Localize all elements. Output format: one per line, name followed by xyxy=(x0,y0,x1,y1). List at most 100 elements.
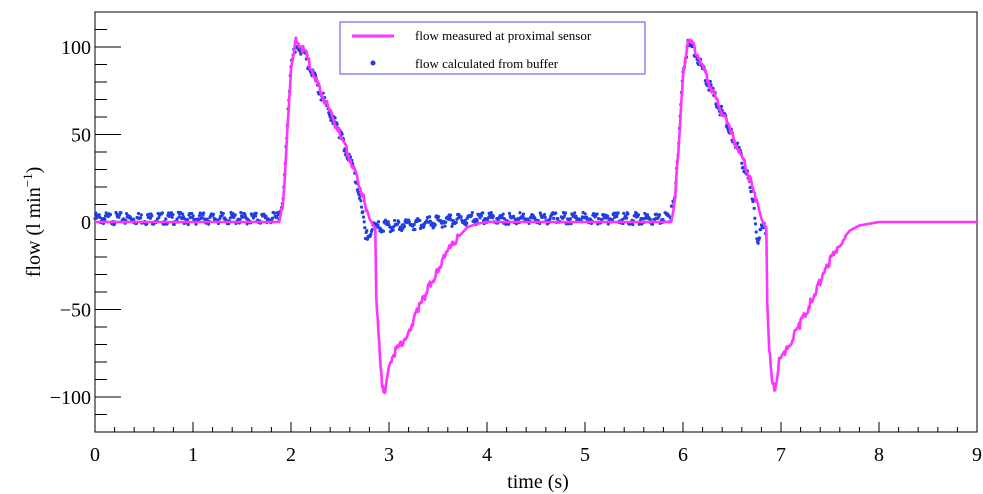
series-proximal-sensor xyxy=(94,36,978,395)
buffer-point xyxy=(131,217,136,221)
y-axis-label-close: ) xyxy=(23,167,45,174)
buffer-point xyxy=(454,221,458,225)
buffer-point xyxy=(491,214,495,218)
buffer-point xyxy=(164,217,168,221)
legend-label-measured: flow measured at proximal sensor xyxy=(415,28,592,43)
buffer-point xyxy=(556,217,560,221)
buffer-point xyxy=(573,211,577,215)
buffer-point xyxy=(181,212,185,216)
buffer-point xyxy=(186,222,190,227)
buffer-point xyxy=(369,232,373,236)
buffer-point xyxy=(759,227,763,232)
buffer-point xyxy=(253,214,258,218)
y-axis-label-main: flow (l min xyxy=(23,187,45,277)
buffer-point xyxy=(97,213,101,217)
buffer-point xyxy=(402,224,406,229)
buffer-point xyxy=(444,220,448,224)
buffer-point xyxy=(522,216,526,220)
buffer-point xyxy=(631,222,635,227)
buffer-point xyxy=(202,217,206,221)
buffer-point xyxy=(175,217,179,221)
buffer-point xyxy=(397,220,401,224)
buffer-point xyxy=(221,211,225,216)
buffer-point xyxy=(276,213,280,217)
buffer-point xyxy=(413,227,417,232)
legend: flow measured at proximal sensor flow ca… xyxy=(339,21,646,75)
buffer-point xyxy=(542,212,547,217)
buffer-point xyxy=(596,217,601,221)
y-tick-label: 0 xyxy=(81,212,91,234)
buffer-point xyxy=(239,210,243,215)
x-tick-label: 7 xyxy=(776,444,786,466)
buffer-point xyxy=(197,213,202,218)
buffer-point xyxy=(736,141,740,145)
buffer-point xyxy=(501,212,505,216)
x-tick-label: 1 xyxy=(188,444,198,466)
buffer-point xyxy=(251,216,256,220)
buffer-point xyxy=(370,227,374,232)
buffer-point xyxy=(475,219,479,223)
y-tick-label: −50 xyxy=(60,300,91,322)
buffer-point xyxy=(185,218,190,222)
buffer-point xyxy=(636,213,641,217)
buffer-point xyxy=(518,211,522,215)
buffer-point xyxy=(481,211,485,215)
buffer-point xyxy=(521,212,526,216)
buffer-point xyxy=(254,211,258,215)
buffer-point xyxy=(357,196,362,200)
buffer-point xyxy=(457,212,461,217)
buffer-point xyxy=(512,214,516,218)
buffer-point xyxy=(459,215,463,219)
buffer-point xyxy=(583,212,587,216)
buffer-point xyxy=(543,215,547,220)
x-tick-label: 2 xyxy=(286,444,296,466)
buffer-point xyxy=(361,210,365,214)
buffer-point xyxy=(624,214,628,218)
x-tick-label: 8 xyxy=(874,444,884,466)
buffer-point xyxy=(148,216,152,220)
buffer-point xyxy=(386,220,390,224)
buffer-point xyxy=(170,215,174,219)
buffer-point xyxy=(548,217,552,221)
buffer-point xyxy=(507,211,512,215)
buffer-point xyxy=(425,218,429,223)
buffer-point xyxy=(270,216,274,220)
buffer-point xyxy=(615,215,619,219)
buffer-point xyxy=(657,213,662,217)
buffer-point xyxy=(470,213,474,217)
buffer-point xyxy=(393,218,397,223)
buffer-point xyxy=(108,212,113,217)
buffer-point xyxy=(516,217,521,222)
axis-ticks: 0 1 2 3 4 5 6 7 8 9 100 50 0 −50 −100 xyxy=(50,11,982,466)
buffer-point xyxy=(171,212,175,217)
buffer-point xyxy=(264,214,268,218)
buffer-point xyxy=(272,211,277,215)
buffer-point xyxy=(418,218,422,223)
buffer-point xyxy=(568,217,573,221)
buffer-point xyxy=(610,218,615,222)
buffer-point xyxy=(160,211,164,215)
buffer-point xyxy=(624,216,629,220)
buffer-point xyxy=(136,211,141,216)
buffer-point xyxy=(645,213,650,217)
buffer-point xyxy=(756,241,760,245)
buffer-point xyxy=(238,217,242,221)
buffer-point xyxy=(422,224,426,228)
buffer-point xyxy=(359,199,363,203)
buffer-point xyxy=(479,214,484,218)
buffer-point xyxy=(437,215,441,219)
x-axis-label: time (s) xyxy=(507,471,569,493)
x-tick-label: 6 xyxy=(678,444,688,466)
buffer-point xyxy=(376,220,381,224)
buffer-point xyxy=(211,212,216,216)
buffer-point xyxy=(191,214,195,218)
buffer-point xyxy=(356,190,360,194)
buffer-point xyxy=(190,211,194,216)
buffer-point xyxy=(418,226,423,231)
buffer-point xyxy=(202,211,206,215)
buffer-point xyxy=(172,222,176,227)
buffer-point xyxy=(241,215,245,219)
buffer-point xyxy=(507,222,511,226)
x-tick-label: 4 xyxy=(482,444,492,466)
buffer-point xyxy=(595,212,599,216)
